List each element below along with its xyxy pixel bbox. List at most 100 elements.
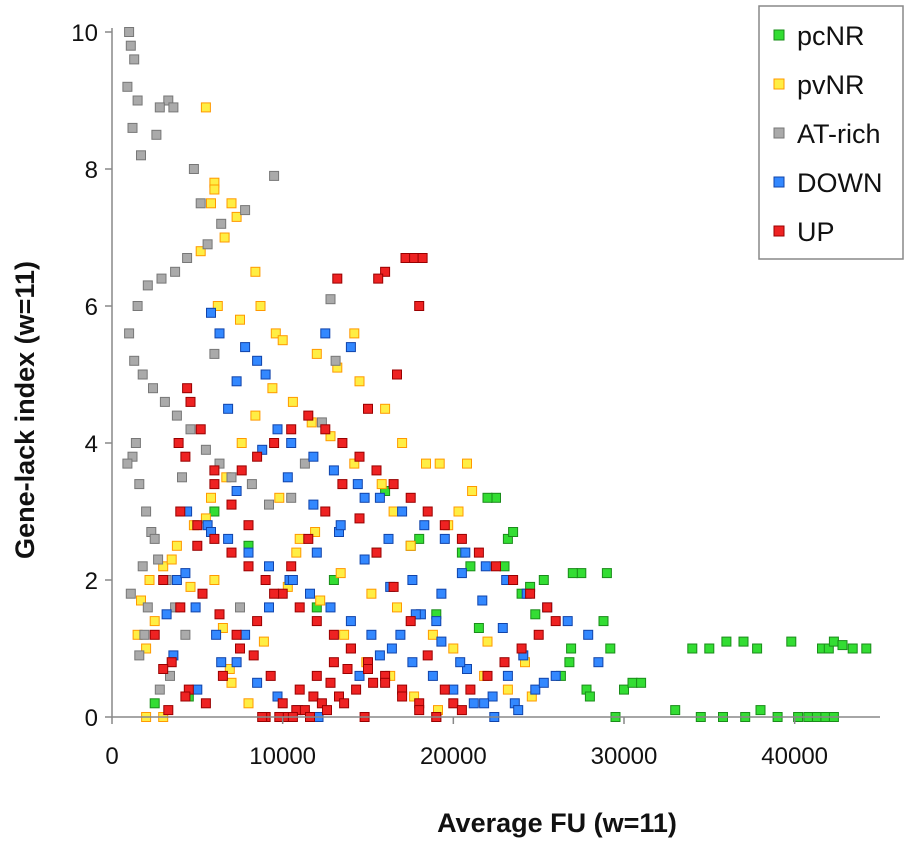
point-pvnr <box>219 232 230 243</box>
point-pvnr <box>325 431 336 442</box>
point-up <box>192 540 203 551</box>
point-pvnr <box>166 554 177 565</box>
point-down <box>260 369 271 380</box>
point-at-rich <box>127 451 138 462</box>
point-down <box>272 424 283 435</box>
point-pvnr <box>335 568 346 579</box>
point-pvnr <box>144 575 155 585</box>
point-up <box>473 547 484 558</box>
point-pcnr <box>627 677 638 688</box>
point-down <box>325 602 336 613</box>
point-pvnr <box>209 184 220 195</box>
point-at-rich <box>170 266 181 277</box>
point-at-rich <box>195 198 206 209</box>
point-pvnr <box>502 684 513 695</box>
point-pvnr <box>195 246 206 257</box>
point-up <box>252 616 263 627</box>
point-pvnr <box>158 561 169 572</box>
point-pcnr <box>491 492 501 503</box>
point-pvnr <box>339 629 350 640</box>
point-pvnr <box>427 629 438 640</box>
point-up <box>342 664 353 674</box>
point-pvnr <box>294 533 305 544</box>
point-pvnr <box>231 211 242 222</box>
x-tick-label: 10000 <box>249 743 316 770</box>
point-down <box>243 547 254 558</box>
point-up <box>180 451 191 462</box>
point-up <box>195 424 206 435</box>
point-pcnr <box>605 643 616 654</box>
point-down <box>530 684 541 695</box>
point-at-rich <box>202 239 213 250</box>
legend-marker-pvnr <box>773 78 785 90</box>
point-pcnr <box>704 643 715 654</box>
point-pvnr <box>185 581 196 592</box>
point-up <box>209 533 220 544</box>
point-down <box>214 328 225 339</box>
point-down <box>455 657 466 668</box>
point-up <box>414 301 425 311</box>
point-at-rich <box>226 472 237 483</box>
point-down <box>252 677 263 688</box>
point-up <box>308 691 319 702</box>
point-down <box>359 554 370 565</box>
point-down <box>366 629 377 640</box>
y-tick-label: 10 <box>71 20 98 47</box>
point-at-rich <box>122 81 133 92</box>
point-down <box>448 684 459 695</box>
point-at-rich <box>246 479 257 490</box>
point-down <box>480 561 491 572</box>
legend-label-at-rich: AT-rich <box>797 119 881 149</box>
point-up <box>439 684 450 695</box>
point-down <box>328 465 339 476</box>
point-pvnr <box>226 677 237 688</box>
point-pvnr <box>409 691 420 702</box>
point-at-rich <box>137 561 148 572</box>
point-at-rich <box>149 533 160 544</box>
point-up <box>422 506 433 517</box>
point-down <box>171 575 182 585</box>
point-up <box>311 616 322 627</box>
point-at-rich <box>269 170 280 181</box>
point-pcnr <box>564 657 575 668</box>
point-at-rich <box>214 458 225 469</box>
point-pvnr <box>448 643 459 654</box>
point-down <box>395 629 406 640</box>
point-pvnr <box>287 396 298 407</box>
point-up <box>456 705 467 716</box>
point-pvnr <box>243 698 254 709</box>
point-up <box>277 698 288 709</box>
point-pcnr <box>619 684 629 695</box>
point-down <box>308 451 319 462</box>
point-at-rich <box>141 506 152 517</box>
point-pcnr <box>482 492 493 503</box>
point-pvnr <box>136 595 146 606</box>
point-pcnr <box>576 568 587 579</box>
point-down <box>345 616 356 627</box>
legend-marker-up <box>773 225 785 237</box>
point-pvnr <box>141 643 152 654</box>
point-down <box>320 328 331 339</box>
point-down <box>593 657 604 668</box>
point-at-rich <box>216 218 227 229</box>
point-down <box>497 623 508 633</box>
point-down <box>410 609 421 620</box>
point-at-rich <box>129 54 140 65</box>
point-pvnr <box>434 458 445 469</box>
point-pvnr <box>421 458 431 469</box>
point-pcnr <box>837 640 848 651</box>
y-tick-label: 6 <box>85 294 98 321</box>
point-at-rich <box>124 27 135 37</box>
point-at-rich <box>122 458 133 469</box>
point-up <box>516 643 527 654</box>
point-down <box>264 561 274 572</box>
point-pcnr <box>598 616 609 627</box>
point-up <box>294 684 305 695</box>
point-down <box>431 616 442 627</box>
point-down <box>427 670 438 681</box>
point-down <box>311 547 322 558</box>
point-pcnr <box>567 568 578 579</box>
point-down <box>223 403 234 414</box>
point-down <box>211 629 222 640</box>
point-up <box>363 403 373 414</box>
